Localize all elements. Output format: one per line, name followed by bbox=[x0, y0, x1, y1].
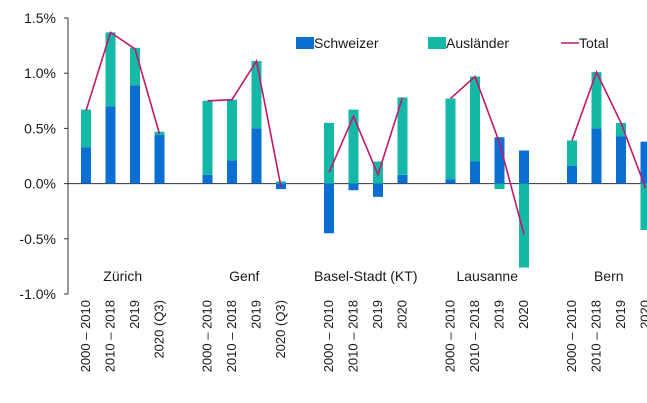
x-tick-label: 2010 – 2018 bbox=[346, 300, 361, 372]
x-tick-label: 2010 – 2018 bbox=[589, 300, 604, 372]
bar-schweizer bbox=[81, 147, 91, 184]
legend-swatch-schweizer bbox=[296, 37, 314, 49]
bar-auslaender bbox=[470, 76, 480, 162]
x-tick-label: 2000 – 2010 bbox=[564, 300, 579, 372]
bar-auslaender bbox=[105, 32, 116, 107]
bar-auslaender bbox=[130, 47, 140, 86]
x-tick-label: 2019 bbox=[492, 300, 507, 329]
total-line bbox=[449, 75, 525, 235]
x-tick-label: 2019 bbox=[249, 300, 264, 329]
bar-auslaender bbox=[251, 61, 262, 129]
x-tick-label: 2000 – 2010 bbox=[78, 300, 93, 372]
x-tick-label: 2020 (Q3) bbox=[152, 300, 167, 359]
y-tick-label: 0.0% bbox=[24, 176, 56, 192]
x-tick-label: 2019 bbox=[127, 300, 142, 329]
bar-auslaender bbox=[324, 122, 334, 184]
legend-label: Schweizer bbox=[314, 35, 379, 51]
total-line bbox=[328, 97, 404, 178]
bar-schweizer bbox=[130, 85, 140, 184]
bar-auslaender bbox=[227, 99, 237, 161]
x-tick-label: 2020 (Q3) bbox=[273, 300, 288, 359]
x-tick-label: 2000 – 2010 bbox=[200, 300, 215, 372]
group-label: Zürich bbox=[103, 268, 142, 284]
bar-schweizer bbox=[227, 160, 237, 184]
x-tick-label: 2019 bbox=[370, 300, 385, 329]
group-label: Lausanne bbox=[456, 268, 518, 284]
bar-auslaender bbox=[276, 181, 286, 184]
total-line bbox=[571, 70, 647, 189]
bar-schweizer bbox=[616, 136, 626, 184]
bar-schweizer bbox=[348, 183, 359, 191]
x-tick-label: 2020 bbox=[516, 300, 531, 329]
bar-auslaender bbox=[348, 109, 359, 184]
x-tick-label: 2020 bbox=[638, 300, 647, 329]
group-label: Basel-Stadt (KT) bbox=[314, 268, 417, 284]
total-line bbox=[85, 31, 161, 135]
bar-auslaender bbox=[202, 100, 213, 175]
bar-schweizer bbox=[445, 179, 456, 184]
x-tick-label: 2010 – 2018 bbox=[224, 300, 239, 372]
bar-schweizer bbox=[105, 106, 116, 184]
bar-schweizer bbox=[154, 135, 165, 184]
bar-schweizer bbox=[373, 183, 383, 197]
x-tick-label: 2019 bbox=[613, 300, 628, 329]
bar-auslaender bbox=[591, 72, 602, 129]
y-tick-label: 1.0% bbox=[24, 65, 56, 81]
y-tick-label: -0.5% bbox=[19, 231, 56, 247]
bar-schweizer bbox=[494, 137, 505, 184]
bar-schweizer bbox=[567, 165, 577, 184]
group-label: Bern bbox=[594, 268, 624, 284]
bar-auslaender bbox=[640, 183, 647, 230]
bar-schweizer bbox=[591, 128, 602, 184]
bar-schweizer bbox=[324, 183, 334, 234]
x-tick-label: 2010 – 2018 bbox=[103, 300, 118, 372]
y-tick-label: -1.0% bbox=[19, 286, 56, 302]
bar-schweizer bbox=[640, 141, 647, 184]
legend-label: Ausländer bbox=[446, 35, 509, 51]
legend-label: Total bbox=[579, 35, 609, 51]
bar-schweizer bbox=[470, 161, 480, 184]
bar-schweizer bbox=[202, 174, 213, 184]
x-tick-label: 2010 – 2018 bbox=[467, 300, 482, 372]
total-line bbox=[207, 58, 282, 188]
group-label: Genf bbox=[229, 268, 259, 284]
bar-schweizer bbox=[251, 128, 262, 184]
bar-auslaender bbox=[519, 183, 529, 268]
bar-auslaender bbox=[616, 122, 626, 137]
y-tick-label: 0.5% bbox=[24, 120, 56, 136]
bar-auslaender bbox=[567, 140, 577, 166]
bar-schweizer bbox=[397, 174, 408, 184]
bar-auslaender bbox=[397, 97, 408, 175]
bar-auslaender bbox=[81, 109, 91, 148]
x-tick-label: 2020 bbox=[395, 300, 410, 329]
bar-auslaender bbox=[445, 98, 456, 180]
y-tick-label: 1.5% bbox=[24, 10, 56, 26]
x-tick-label: 2000 – 2010 bbox=[321, 300, 336, 372]
x-tick-label: 2000 – 2010 bbox=[443, 300, 458, 372]
bar-schweizer bbox=[519, 150, 529, 184]
legend-swatch-auslaender bbox=[428, 37, 446, 49]
bar-auslaender bbox=[494, 183, 505, 190]
